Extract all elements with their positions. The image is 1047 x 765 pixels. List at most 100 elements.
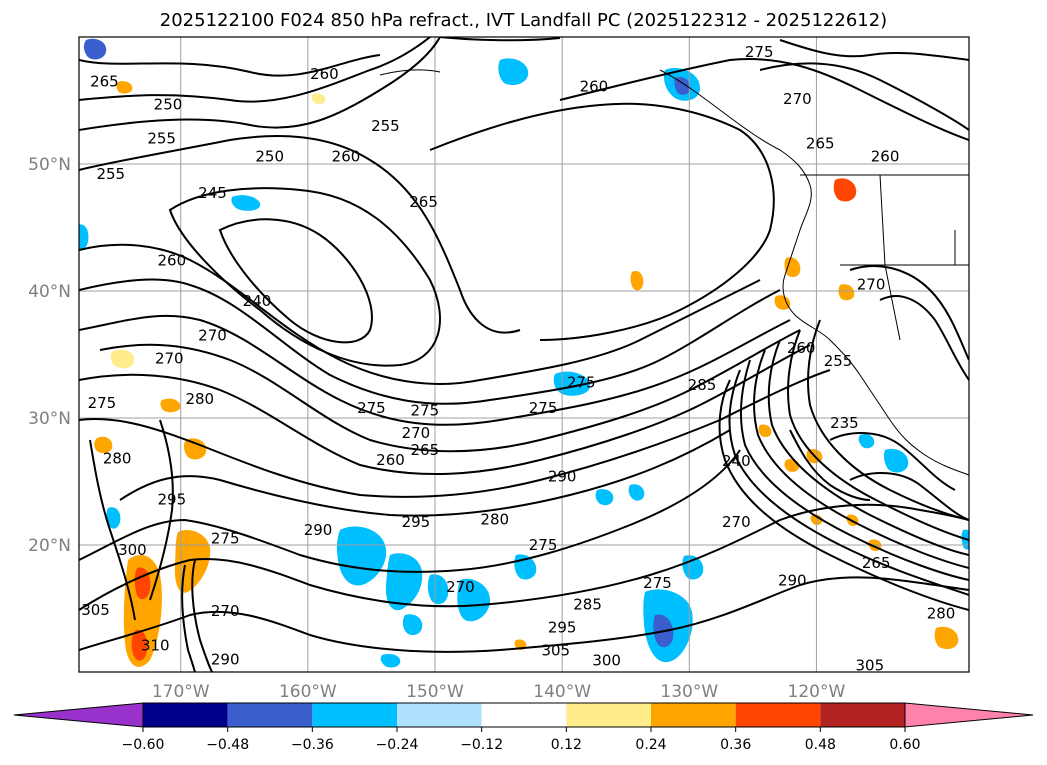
positive-anomaly-patch bbox=[833, 178, 857, 202]
negative-anomaly-patch bbox=[674, 77, 691, 95]
colorbar-bin bbox=[397, 703, 482, 727]
contour-line bbox=[429, 102, 775, 341]
shaded-anomalies bbox=[79, 38, 969, 668]
contour-label: 260 bbox=[871, 147, 900, 165]
contour-label: 240 bbox=[722, 452, 751, 470]
contour-line bbox=[829, 432, 956, 491]
contour-label: 260 bbox=[157, 252, 186, 270]
contour-label: 295 bbox=[548, 619, 577, 637]
contour-label: 280 bbox=[480, 511, 509, 529]
contour-label: 260 bbox=[310, 65, 339, 83]
map-frame bbox=[78, 36, 970, 673]
longitude-label: 140°W bbox=[533, 682, 591, 702]
negative-anomaly-patch bbox=[402, 614, 423, 636]
contour-label: 250 bbox=[154, 95, 183, 113]
longitude-label: 120°W bbox=[788, 682, 846, 702]
contour-label: 240 bbox=[243, 292, 272, 310]
colorbar-bin bbox=[481, 703, 567, 727]
colorbar-tick-label: 0.60 bbox=[889, 737, 920, 753]
contour-line bbox=[168, 187, 441, 367]
colorbar-tick-label: 0.12 bbox=[551, 737, 582, 753]
contour-label: 270 bbox=[446, 578, 475, 596]
positive-anomaly-patch bbox=[758, 424, 772, 437]
contour-line bbox=[79, 344, 811, 476]
contour-label: 260 bbox=[787, 339, 816, 357]
coastline bbox=[659, 69, 969, 476]
colorbar-bin bbox=[566, 703, 651, 727]
positive-anomaly-patch bbox=[116, 81, 133, 94]
contour-label: 270 bbox=[857, 276, 886, 294]
contour-label: 255 bbox=[371, 117, 400, 135]
contour-label: 300 bbox=[592, 652, 621, 670]
longitude-label: 160°W bbox=[279, 682, 337, 702]
contour-label: 265 bbox=[409, 193, 438, 211]
negative-anomaly-patch bbox=[884, 448, 909, 473]
contour-line bbox=[191, 559, 213, 672]
negative-anomaly-patch bbox=[336, 526, 387, 586]
contour-label: 275 bbox=[211, 530, 240, 548]
positive-anomaly-patch bbox=[838, 284, 855, 301]
contour-line bbox=[149, 419, 174, 601]
negative-anomaly-patch bbox=[457, 578, 490, 622]
contour-line bbox=[218, 218, 373, 344]
colorbar-tick-label: −0.60 bbox=[122, 737, 165, 753]
negative-anomaly-patch bbox=[79, 224, 89, 250]
contour-line bbox=[79, 314, 791, 426]
contour-label: 275 bbox=[529, 536, 558, 554]
contour-label: 245 bbox=[198, 184, 227, 202]
contour-label: 275 bbox=[643, 574, 672, 592]
contour-labels: 265 250 255 255 250 245 260 240 270 270 275 280 280 2… bbox=[81, 43, 955, 675]
contour-label: 270 bbox=[155, 349, 184, 367]
contour-label: 290 bbox=[211, 650, 240, 668]
colorbar-tick-label: 0.36 bbox=[720, 737, 751, 753]
refractivity-contours bbox=[79, 37, 969, 672]
longitude-label: 170°W bbox=[152, 682, 210, 702]
contour-line bbox=[807, 319, 969, 521]
colorbar-bin bbox=[820, 703, 905, 727]
contour-line bbox=[759, 62, 969, 131]
negative-anomaly-patch bbox=[498, 58, 529, 86]
negative-anomaly-patch bbox=[858, 434, 875, 449]
contour-label: 265 bbox=[411, 441, 440, 459]
contour-label: 310 bbox=[141, 636, 170, 654]
contour-line bbox=[728, 369, 969, 596]
contour-line bbox=[79, 449, 741, 573]
colorbar-tick-label: 0.48 bbox=[805, 737, 836, 753]
contour-label: 285 bbox=[573, 596, 602, 614]
contour-label: 270 bbox=[402, 424, 431, 442]
contour-line bbox=[879, 295, 969, 381]
contour-label: 265 bbox=[806, 135, 835, 153]
latitude-label: 40°N bbox=[28, 282, 71, 302]
positive-anomaly-patch bbox=[94, 436, 113, 454]
contour-label: 265 bbox=[862, 554, 891, 572]
latitude-label: 20°N bbox=[28, 536, 71, 556]
positive-anomaly-patch bbox=[311, 93, 326, 104]
contour-label: 290 bbox=[778, 572, 807, 590]
contour-line bbox=[718, 379, 969, 611]
contour-line bbox=[181, 564, 196, 672]
contour-label: 235 bbox=[830, 414, 859, 432]
colorbar-tick-label: 0.24 bbox=[635, 737, 666, 753]
contour-line bbox=[849, 472, 969, 521]
contour-line bbox=[439, 37, 561, 42]
negative-anomaly-patch bbox=[385, 553, 423, 611]
contour-label: 255 bbox=[147, 130, 176, 148]
contour-line bbox=[79, 369, 831, 498]
positive-anomaly-patch bbox=[774, 295, 791, 310]
contour-label: 250 bbox=[255, 147, 284, 165]
contour-label: 305 bbox=[856, 657, 885, 675]
positive-anomaly-patch bbox=[110, 349, 135, 369]
contour-line bbox=[89, 439, 136, 621]
contour-line bbox=[753, 349, 969, 569]
contour-label: 275 bbox=[745, 43, 774, 61]
negative-anomaly-patch bbox=[628, 484, 645, 501]
contour-label: 285 bbox=[688, 376, 717, 394]
graticule bbox=[79, 37, 969, 672]
colorbar-tick-label: −0.12 bbox=[460, 737, 503, 753]
contour-line bbox=[849, 265, 969, 361]
colorbar-tick-label: −0.36 bbox=[291, 737, 334, 753]
contour-line bbox=[79, 503, 969, 611]
negative-anomaly-patch bbox=[595, 489, 614, 506]
colorbar-frame bbox=[142, 702, 906, 728]
